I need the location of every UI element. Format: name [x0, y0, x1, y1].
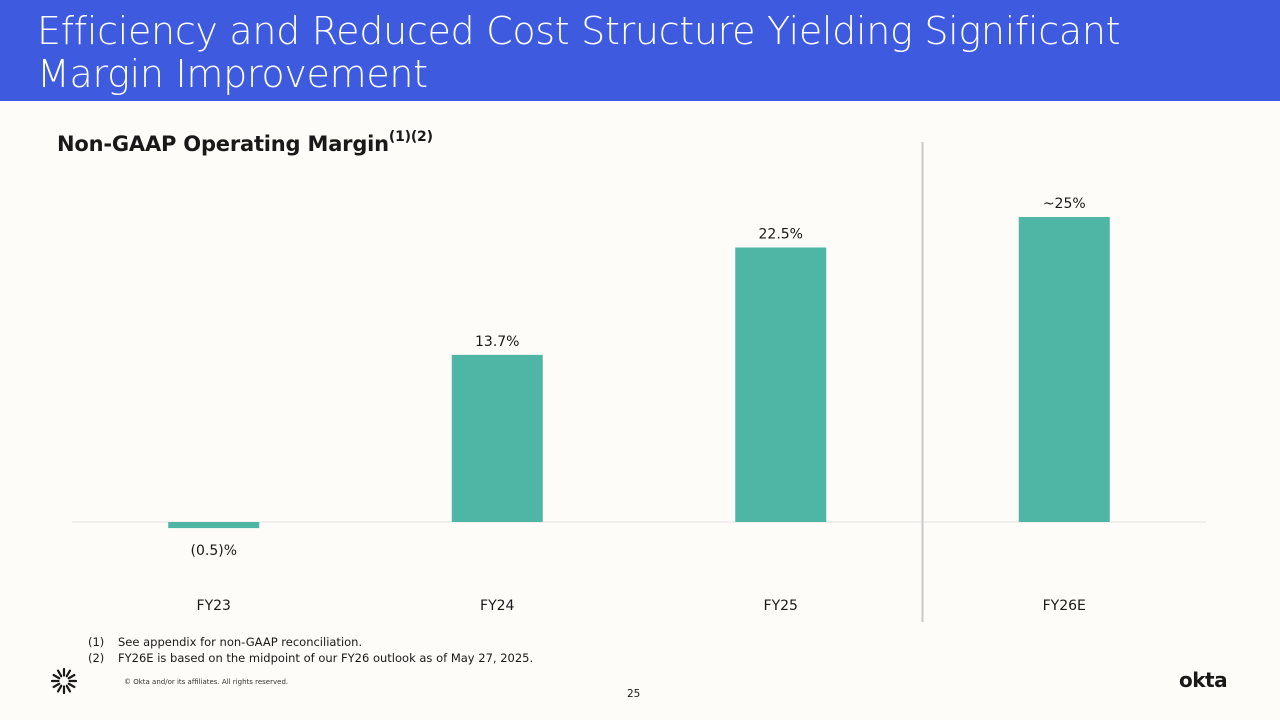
- bar-fy24: [451, 354, 543, 522]
- x-tick-label-fy26e: FY26E: [1043, 598, 1086, 614]
- footnote-text: See appendix for non-GAAP reconciliation…: [118, 635, 363, 649]
- footnote-1: (1) See appendix for non-GAAP reconcilia…: [88, 634, 533, 650]
- x-tick-label-fy23: FY23: [197, 598, 231, 614]
- sunburst-ray: [56, 669, 63, 678]
- data-label-fy25: 22.5%: [759, 227, 803, 243]
- footnote-number: (1): [88, 635, 105, 649]
- sunburst-ray: [52, 673, 61, 680]
- okta-sunburst-icon: [50, 667, 78, 695]
- copyright-notice: © Okta and/or its affiliates. All rights…: [124, 678, 289, 686]
- sunburst-ray: [56, 684, 63, 693]
- chart-title-footnote-refs: (1)(2): [388, 129, 433, 145]
- bar-fy26e: [1018, 217, 1110, 522]
- data-label-fy24: 13.7%: [475, 334, 519, 350]
- footnotes: (1) See appendix for non-GAAP reconcilia…: [88, 634, 533, 666]
- footnote-2: (2) FY26E is based on the midpoint of ou…: [88, 650, 533, 666]
- footnote-text: FY26E is based on the midpoint of our FY…: [118, 651, 534, 665]
- x-tick-label-fy25: FY25: [764, 598, 798, 614]
- page-number: 25: [627, 688, 641, 700]
- sunburst-ray: [52, 682, 61, 689]
- bar-fy25: [735, 247, 827, 522]
- sunburst-ray: [65, 669, 72, 678]
- slide-title: Efficiency and Reduced Cost Structure Yi…: [37, 9, 1121, 96]
- chart-title: Non-GAAP Operating Margin(1)(2): [57, 129, 433, 156]
- footnote-number: (2): [88, 651, 105, 665]
- bar-fy23: [168, 522, 260, 529]
- chart-title-text: Non-GAAP Operating Margin: [57, 132, 389, 156]
- x-tick-label-fy24: FY24: [480, 598, 515, 614]
- okta-logo: okta: [1179, 668, 1228, 692]
- sunburst-ray: [67, 673, 76, 680]
- data-label-fy23: (0.5)%: [191, 543, 238, 559]
- sunburst-ray: [65, 684, 72, 693]
- data-label-fy26e: ~25%: [1043, 196, 1086, 212]
- title-banner: Efficiency and Reduced Cost Structure Yi…: [0, 0, 1280, 101]
- sunburst-ray: [67, 682, 76, 689]
